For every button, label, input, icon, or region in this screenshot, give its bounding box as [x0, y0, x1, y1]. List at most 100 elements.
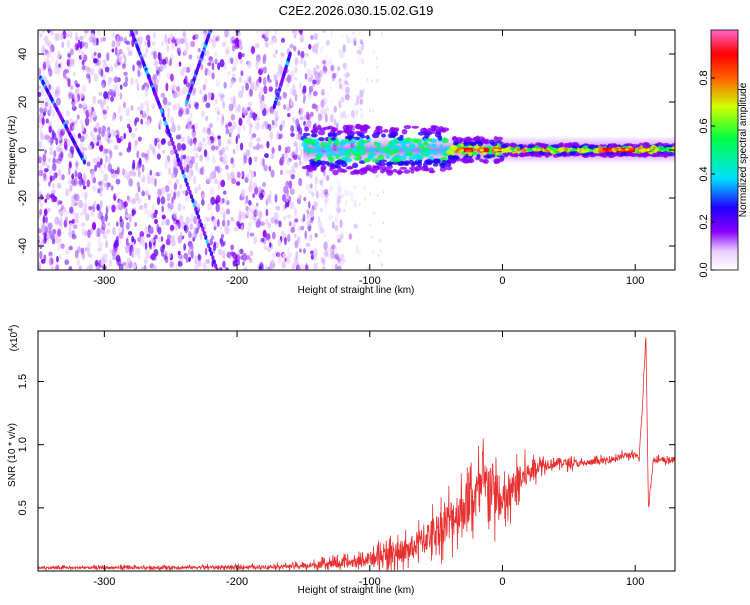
noise-speckle — [334, 252, 340, 260]
noise-speckle — [142, 111, 147, 120]
noise-speckle — [48, 251, 53, 257]
noise-speckle — [235, 106, 238, 113]
noise-speckle — [185, 81, 191, 88]
noise-speckle — [100, 226, 106, 235]
noise-speckle — [319, 179, 324, 186]
noise-speckle — [134, 78, 139, 85]
noise-speckle — [49, 253, 53, 263]
noise-speckle — [283, 215, 287, 221]
noise-speckle — [190, 40, 196, 48]
noise-speckle — [188, 64, 192, 70]
noise-speckle — [359, 45, 361, 49]
tone-mark — [331, 132, 338, 137]
noise-speckle — [182, 136, 186, 142]
noise-speckle — [176, 88, 181, 97]
noise-speckle — [57, 133, 60, 141]
noise-speckle — [137, 36, 143, 45]
noise-speckle — [137, 236, 142, 243]
noise-speckle — [279, 169, 284, 176]
noise-speckle — [246, 211, 250, 217]
tone-mark — [385, 154, 390, 159]
noise-speckle — [92, 110, 97, 118]
noise-speckle — [284, 150, 289, 159]
noise-speckle — [101, 125, 107, 133]
tone-mark — [467, 137, 475, 142]
noise-speckle — [334, 263, 338, 270]
noise-speckle — [266, 106, 270, 112]
noise-speckle — [286, 146, 291, 154]
noise-speckle — [309, 234, 313, 242]
noise-speckle — [138, 205, 144, 211]
noise-speckle — [234, 44, 240, 49]
noise-speckle — [258, 210, 263, 219]
noise-speckle — [144, 41, 148, 47]
noise-speckle — [216, 116, 219, 123]
tone-mark — [332, 169, 339, 176]
noise-speckle — [288, 169, 292, 176]
noise-speckle — [207, 125, 211, 134]
noise-speckle — [294, 161, 299, 169]
noise-speckle — [261, 94, 265, 102]
noise-speckle — [212, 155, 216, 161]
noise-speckle — [288, 221, 292, 227]
noise-speckle — [323, 191, 328, 197]
noise-speckle — [65, 110, 71, 117]
noise-speckle — [222, 190, 227, 195]
noise-speckle — [194, 162, 199, 172]
noise-speckle — [123, 37, 128, 44]
noise-speckle — [102, 231, 108, 240]
noise-speckle — [152, 74, 157, 82]
noise-speckle — [52, 228, 57, 235]
noise-speckle — [207, 202, 213, 211]
noise-speckle — [298, 194, 303, 200]
noise-speckle — [192, 215, 198, 225]
noise-speckle — [108, 248, 113, 253]
noise-speckle — [134, 117, 140, 123]
noise-speckle — [49, 136, 53, 146]
noise-speckle — [308, 85, 314, 93]
colorbar-tick-label: 0.0 — [698, 262, 710, 277]
noise-speckle — [161, 205, 164, 213]
noise-speckle — [123, 55, 127, 65]
noise-speckle — [249, 108, 254, 113]
noise-speckle — [155, 66, 161, 75]
streak-mark — [194, 206, 198, 212]
noise-speckle — [167, 112, 170, 118]
noise-speckle — [164, 185, 170, 193]
noise-speckle — [188, 121, 192, 126]
noise-speckle — [51, 238, 56, 245]
noise-speckle — [136, 150, 140, 159]
noise-speckle — [174, 167, 179, 176]
noise-speckle — [290, 125, 295, 133]
noise-speckle — [75, 32, 78, 38]
noise-speckle — [334, 224, 339, 232]
noise-speckle — [82, 146, 88, 152]
noise-speckle — [44, 134, 50, 140]
noise-speckle — [161, 214, 166, 220]
noise-speckle — [320, 188, 324, 194]
noise-speckle — [71, 218, 75, 224]
noise-speckle — [314, 47, 319, 55]
noise-speckle — [214, 99, 218, 104]
noise-speckle — [89, 36, 94, 43]
noise-speckle — [123, 132, 126, 140]
noise-speckle — [382, 221, 385, 225]
noise-speckle — [100, 259, 105, 267]
tone-mark — [321, 147, 328, 151]
noise-speckle — [188, 103, 192, 109]
noise-speckle — [189, 223, 194, 230]
tone-mark — [629, 147, 634, 151]
noise-speckle — [273, 37, 278, 44]
noise-speckle — [203, 149, 208, 158]
noise-speckle — [219, 239, 224, 245]
noise-speckle — [323, 199, 328, 208]
noise-speckle — [69, 48, 74, 56]
noise-speckle — [49, 146, 54, 152]
noise-speckle — [285, 184, 290, 192]
noise-speckle — [335, 69, 339, 76]
noise-speckle — [306, 220, 312, 227]
noise-speckle — [287, 113, 291, 118]
noise-speckle — [309, 183, 313, 189]
noise-speckle — [93, 200, 97, 208]
noise-speckle — [218, 138, 222, 147]
